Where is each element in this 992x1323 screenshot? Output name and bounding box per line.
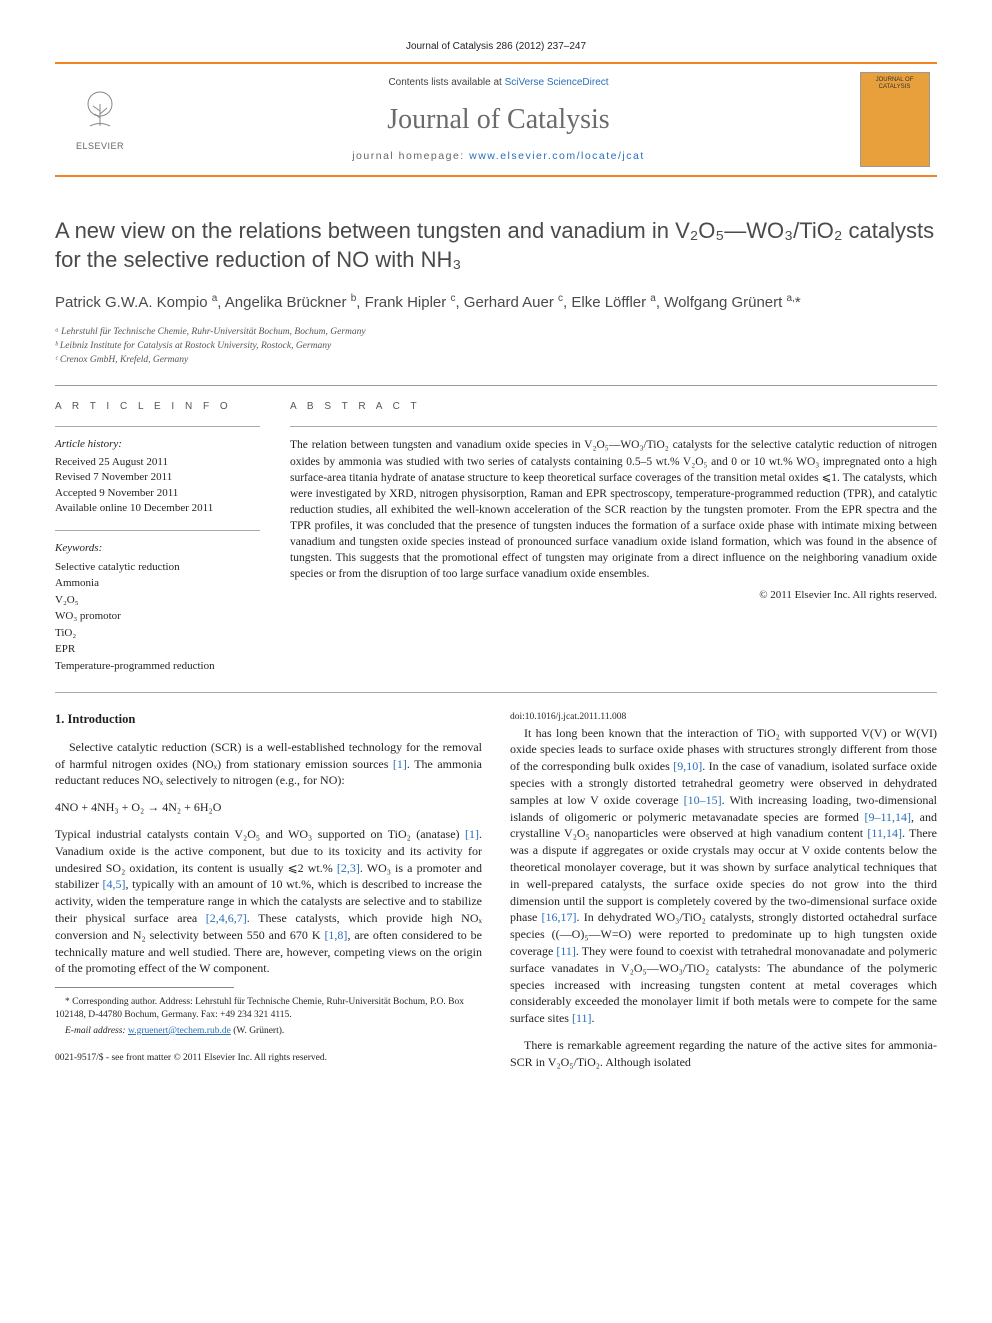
body-paragraph: There is remarkable agreement regarding … xyxy=(510,1037,937,1071)
article-info-column: A R T I C L E I N F O Article history: R… xyxy=(55,400,260,674)
keyword: Selective catalytic reduction xyxy=(55,559,260,576)
contents-prefix: Contents lists available at xyxy=(388,77,504,88)
body-paragraph: It has long been known that the interact… xyxy=(510,725,937,1027)
journal-homepage-line: journal homepage: www.elsevier.com/locat… xyxy=(352,149,645,164)
email-attribution: (W. Grünert). xyxy=(231,1026,284,1036)
keyword: TiO₂ xyxy=(55,625,260,642)
affiliation-a: ᵃ Lehrstuhl für Technische Chemie, Ruhr-… xyxy=(55,325,937,339)
keyword: V₂O₅ xyxy=(55,592,260,609)
history-heading: Article history: xyxy=(55,437,260,452)
keywords-heading: Keywords: xyxy=(55,541,260,556)
journal-homepage-link[interactable]: www.elsevier.com/locate/jcat xyxy=(469,150,645,162)
journal-cover-thumbnail: JOURNAL OF CATALYSIS xyxy=(860,72,930,167)
divider xyxy=(55,692,937,693)
abstract-column: A B S T R A C T The relation between tun… xyxy=(290,400,937,674)
footnote-separator xyxy=(55,987,234,988)
journal-banner: ELSEVIER Contents lists available at Sci… xyxy=(55,62,937,177)
email-note: E-mail address: w.gruenert@techem.rub.de… xyxy=(55,1025,482,1038)
date-accepted: Accepted 9 November 2011 xyxy=(55,486,260,501)
issn-line: 0021-9517/$ - see front matter © 2011 El… xyxy=(55,1052,482,1065)
affiliations-block: ᵃ Lehrstuhl für Technische Chemie, Ruhr-… xyxy=(55,325,937,368)
keywords-list: Selective catalytic reduction Ammonia V₂… xyxy=(55,559,260,675)
publisher-logo-block: ELSEVIER xyxy=(55,64,145,175)
abstract-divider xyxy=(290,426,937,427)
body-two-column: 1. Introduction Selective catalytic redu… xyxy=(55,711,937,1073)
date-received: Received 25 August 2011 xyxy=(55,455,260,470)
affiliation-c: ᶜ Crenox GmbH, Krefeld, Germany xyxy=(55,353,937,367)
footnotes-block: * Corresponding author. Address: Lehrstu… xyxy=(55,996,482,1038)
email-label: E-mail address: xyxy=(65,1026,126,1036)
article-title: A new view on the relations between tung… xyxy=(55,217,937,274)
author-email-link[interactable]: w.gruenert@techem.rub.de xyxy=(128,1026,231,1036)
keyword: Temperature-programmed reduction xyxy=(55,658,260,675)
doi-line: doi:10.1016/j.jcat.2011.11.008 xyxy=(510,711,937,724)
abstract-copyright: © 2011 Elsevier Inc. All rights reserved… xyxy=(290,588,937,603)
sciencedirect-link[interactable]: SciVerse ScienceDirect xyxy=(505,77,609,88)
info-divider xyxy=(55,426,260,427)
abstract-label: A B S T R A C T xyxy=(290,400,937,414)
contents-available-line: Contents lists available at SciVerse Sci… xyxy=(388,76,608,90)
keyword: WO₃ promotor xyxy=(55,608,260,625)
keyword: EPR xyxy=(55,641,260,658)
body-paragraph: Selective catalytic reduction (SCR) is a… xyxy=(55,739,482,789)
abstract-text: The relation between tungsten and vanadi… xyxy=(290,437,937,582)
journal-name-large: Journal of Catalysis xyxy=(387,100,609,139)
chemical-equation: 4NO + 4NH₃ + O₂ → 4N₂ + 6H₂O xyxy=(55,799,482,816)
publisher-name: ELSEVIER xyxy=(76,140,124,153)
affiliation-b: ᵇ Leibniz Institute for Catalysis at Ros… xyxy=(55,339,937,353)
keyword: Ammonia xyxy=(55,575,260,592)
article-info-label: A R T I C L E I N F O xyxy=(55,400,260,414)
history-dates: Received 25 August 2011 Revised 7 Novemb… xyxy=(55,455,260,517)
section-heading-intro: 1. Introduction xyxy=(55,711,482,729)
corresponding-author-note: * Corresponding author. Address: Lehrstu… xyxy=(55,996,482,1023)
divider xyxy=(55,385,937,386)
cover-title: JOURNAL OF CATALYSIS xyxy=(865,77,925,90)
date-online: Available online 10 December 2011 xyxy=(55,501,260,516)
info-divider xyxy=(55,530,260,531)
journal-reference: Journal of Catalysis 286 (2012) 237–247 xyxy=(55,40,937,54)
date-revised: Revised 7 November 2011 xyxy=(55,470,260,485)
body-paragraph: Typical industrial catalysts contain V₂O… xyxy=(55,826,482,977)
homepage-prefix: journal homepage: xyxy=(352,150,469,162)
authors-line: Patrick G.W.A. Kompio a, Angelika Brückn… xyxy=(55,292,937,315)
elsevier-tree-icon xyxy=(75,86,125,136)
